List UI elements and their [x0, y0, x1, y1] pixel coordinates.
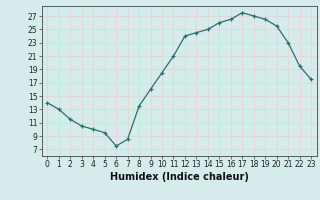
X-axis label: Humidex (Indice chaleur): Humidex (Indice chaleur) — [110, 172, 249, 182]
